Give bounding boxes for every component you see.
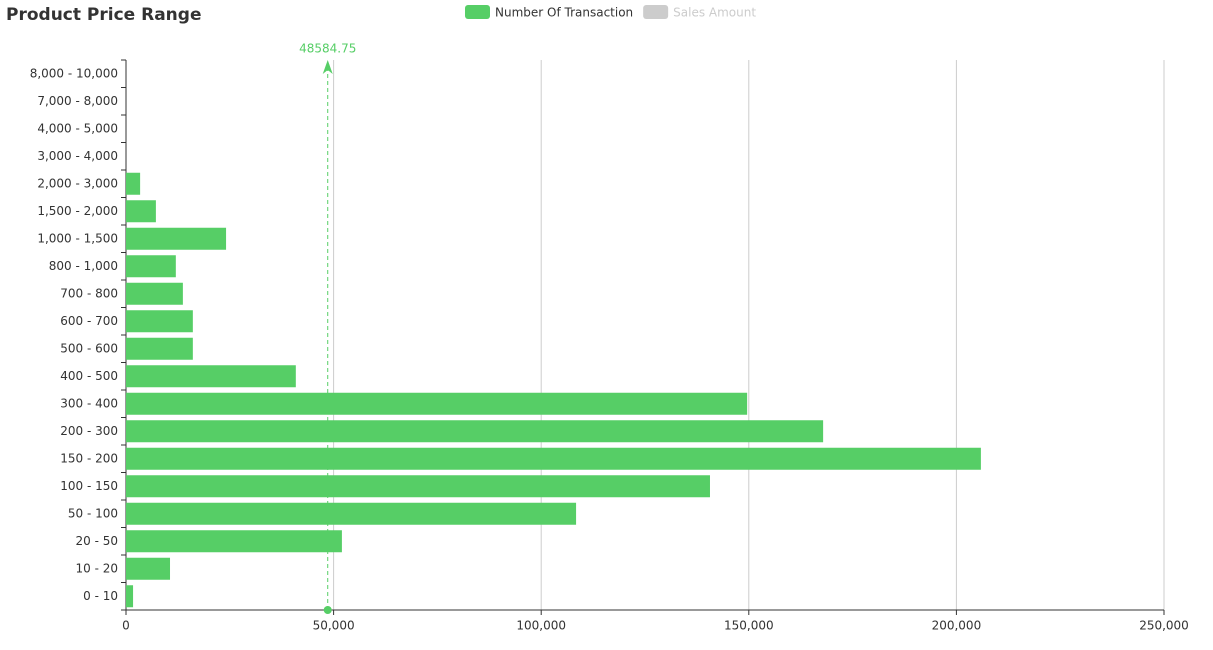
y-tick-label: 0 - 10 <box>83 589 118 603</box>
y-tick-label: 500 - 600 <box>60 341 118 355</box>
x-tick-label: 150,000 <box>724 619 774 633</box>
bar <box>126 227 227 250</box>
x-tick-label: 50,000 <box>313 619 355 633</box>
x-tick-label: 250,000 <box>1139 619 1189 633</box>
y-tick-label: 7,000 - 8,000 <box>37 94 118 108</box>
bar <box>126 502 577 525</box>
bar <box>126 337 193 360</box>
legend-label[interactable]: Sales Amount <box>673 6 756 20</box>
y-tick-label: 100 - 150 <box>60 479 118 493</box>
x-tick-label: 200,000 <box>932 619 982 633</box>
bar <box>126 365 296 388</box>
bar <box>126 447 981 470</box>
legend-swatch[interactable] <box>465 5 490 19</box>
y-tick-label: 150 - 200 <box>60 451 118 465</box>
bar <box>126 475 710 498</box>
bar <box>126 530 342 553</box>
y-tick-label: 3,000 - 4,000 <box>37 149 118 163</box>
mark-line-label: 48584.75 <box>299 42 356 56</box>
bar <box>126 585 134 608</box>
y-tick-label: 200 - 300 <box>60 424 118 438</box>
y-tick-label: 50 - 100 <box>68 506 118 520</box>
bar <box>126 200 156 223</box>
y-tick-label: 1,000 - 1,500 <box>37 231 118 245</box>
bar <box>126 392 748 415</box>
bar <box>126 172 141 195</box>
bar <box>126 282 183 305</box>
y-tick-label: 2,000 - 3,000 <box>37 176 118 190</box>
y-tick-label: 10 - 20 <box>76 561 119 575</box>
x-tick-label: 100,000 <box>516 619 566 633</box>
mark-line-start <box>323 606 332 614</box>
x-tick-label: 0 <box>122 619 130 633</box>
legend-label[interactable]: Number Of Transaction <box>495 6 633 20</box>
bar <box>126 255 176 278</box>
bar <box>126 420 824 443</box>
y-tick-label: 600 - 700 <box>60 314 118 328</box>
y-tick-label: 1,500 - 2,000 <box>37 204 118 218</box>
y-tick-label: 400 - 500 <box>60 369 118 383</box>
y-tick-label: 20 - 50 <box>76 534 119 548</box>
legend-swatch[interactable] <box>643 5 669 19</box>
bar <box>126 557 171 580</box>
y-tick-label: 700 - 800 <box>60 286 118 300</box>
y-tick-label: 300 - 400 <box>60 396 118 410</box>
y-tick-label: 4,000 - 5,000 <box>37 121 118 135</box>
bar <box>126 310 193 333</box>
mark-line-arrow <box>322 60 333 74</box>
y-tick-label: 8,000 - 10,000 <box>30 66 118 80</box>
y-tick-label: 800 - 1,000 <box>49 259 118 273</box>
chart-title: Product Price Range <box>6 5 201 25</box>
